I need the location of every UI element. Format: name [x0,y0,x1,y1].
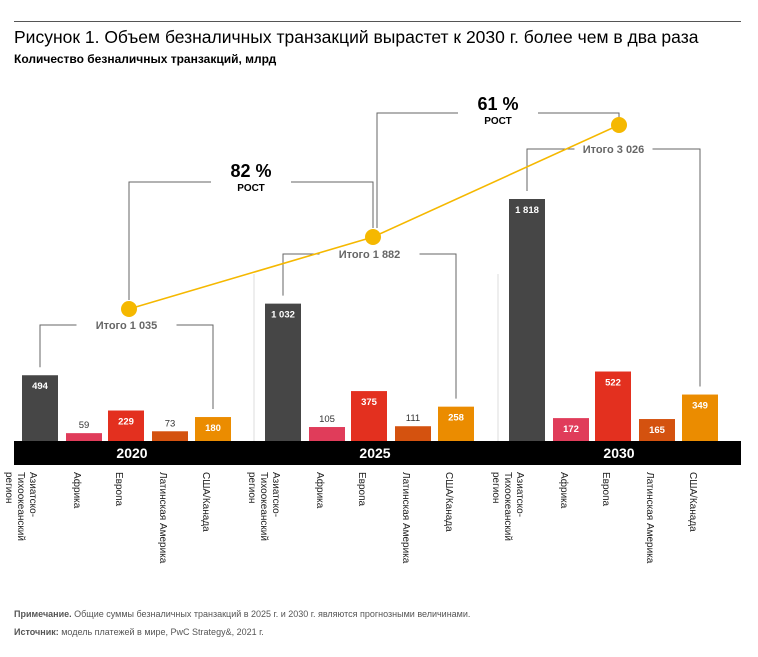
category-tick-label: Азиатско-Тихоокеанскийрегион [246,472,281,541]
category-tick-label: Латинская Америка [157,472,168,564]
note-text: Общие суммы безналичных транзакций в 202… [71,609,471,619]
bar [682,394,718,441]
category-tick-label: Латинская Америка [644,472,655,564]
top-rule [14,21,741,22]
bar [395,426,431,441]
bar [108,410,144,441]
bar [639,419,675,441]
total-bracket [526,148,701,387]
bar [509,199,545,441]
footnote: Примечание. Общие суммы безналичных тран… [14,609,470,619]
year-label: 2025 [359,445,390,461]
data-label: 172 [563,424,579,435]
total-bracket [39,324,214,410]
data-label: 59 [79,420,90,431]
data-label: 165 [649,425,666,436]
totals-point [121,301,137,317]
data-label: 180 [205,423,221,434]
chart-title: Рисунок 1. Объем безналичных транзакций … [14,27,699,47]
category-tick-label: Африка [558,472,570,509]
bar [309,427,345,441]
bar [66,433,102,441]
category-tick-label: Европа [356,472,367,507]
data-label: 375 [361,397,378,408]
category-tick-label: Африка [71,472,83,509]
data-label: 258 [448,413,464,424]
growth-label: РОСТ [484,116,511,127]
growth-label: РОСТ [237,183,264,194]
bar [265,303,301,441]
data-label: 229 [118,417,134,428]
year-label: 2020 [116,445,147,461]
source: Источник: модель платежей в мире, PwC St… [14,627,264,637]
growth-percent: 82 % [230,161,271,181]
note-label: Примечание. [14,609,72,619]
source-text: модель платежей в мире, PwC Strategy&, 2… [58,627,264,637]
growth-bracket [128,181,374,300]
bar [595,371,631,441]
totals-point [611,117,627,133]
bar [553,418,589,441]
category-tick-label: США/Канада [443,472,454,532]
category-tick-label: Азиатско-Тихоокеанскийрегион [490,472,525,541]
data-label: 494 [32,381,49,392]
category-tick-label: США/Канада [200,472,211,532]
data-label: 349 [692,401,708,412]
data-label: 1 032 [271,310,295,321]
bar-chart: 494 59 229 73 180 1 032 105 375 111 258 1 818 172 52… [3,94,741,564]
bar [438,406,474,441]
total-label: Итого 3 026 [583,144,645,156]
growth-bracket [376,112,620,228]
data-label: 111 [406,413,420,424]
bar [351,391,387,441]
bar [22,375,58,441]
totals-line [128,124,620,310]
data-label: 73 [165,418,176,429]
data-label: 105 [319,414,335,425]
growth-percent: 61 % [477,94,518,114]
data-label: 1 818 [515,205,539,216]
bar [152,431,188,441]
data-label: 522 [605,378,621,389]
category-tick-label: Азиатско-Тихоокеанскийрегион [3,472,38,541]
year-band [14,441,741,465]
total-label: Итого 1 882 [339,249,401,261]
totals-point [365,229,381,245]
chart-subtitle: Количество безналичных транзакций, млрд [14,52,277,66]
source-label: Источник: [14,627,59,637]
category-tick-label: Европа [600,472,611,507]
category-tick-label: Европа [113,472,124,507]
year-label: 2030 [603,445,634,461]
category-tick-label: Латинская Америка [400,472,411,564]
total-bracket [282,253,457,399]
category-tick-label: Африка [314,472,326,509]
total-label: Итого 1 035 [96,320,158,332]
bar [195,417,231,441]
category-tick-label: США/Канада [687,472,698,532]
